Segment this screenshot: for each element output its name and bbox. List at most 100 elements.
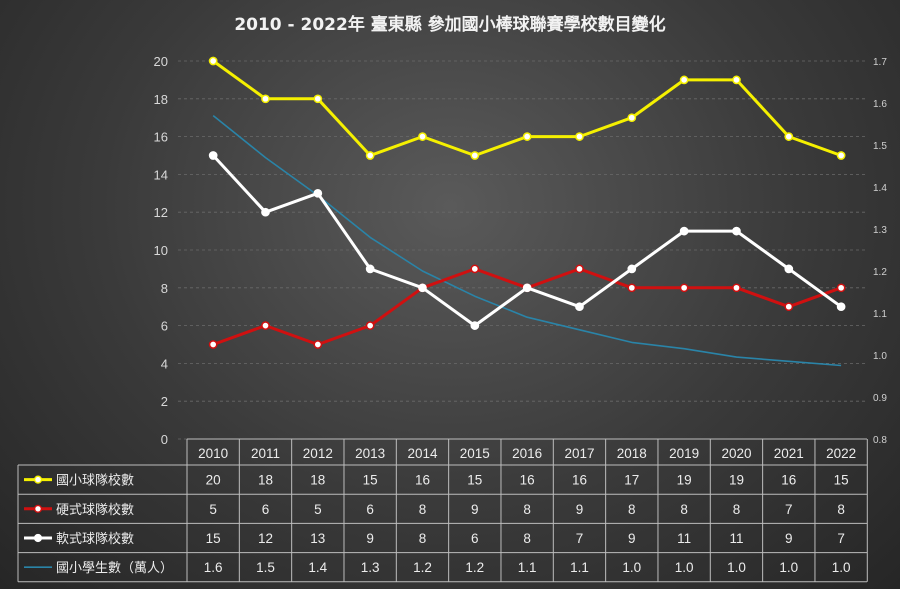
data-point	[313, 188, 323, 198]
data-value-label: 5	[209, 502, 217, 517]
data-point	[784, 302, 794, 312]
data-value-label: 8	[837, 502, 845, 517]
data-value-label: 1.0	[727, 560, 746, 575]
data-point	[679, 283, 689, 293]
data-value-label: 18	[258, 473, 273, 488]
y-tick-label: 20	[154, 54, 168, 69]
x-category-label: 2015	[460, 446, 490, 461]
data-value-label: 8	[733, 502, 741, 517]
data-point	[679, 75, 689, 85]
data-point	[784, 264, 794, 274]
y-tick-label: 14	[154, 167, 168, 182]
data-point	[470, 321, 480, 330]
data-value-label: 15	[206, 531, 221, 546]
y2-tick-label: 1.1	[873, 309, 887, 320]
data-point	[418, 283, 427, 293]
data-point	[627, 283, 637, 293]
y2-tick-label: 0.8	[873, 435, 887, 446]
legend-swatch-marker	[33, 475, 43, 484]
data-value-label: 1.0	[779, 560, 798, 575]
data-value-label: 9	[366, 531, 374, 546]
data-value-label: 9	[628, 531, 636, 546]
data-point	[575, 264, 584, 274]
data-table: 2010 2011 2012 2013 2014 2015 2016 2017 2018 2019…	[17, 438, 868, 583]
data-value-label: 8	[523, 531, 531, 546]
data-value-label: 1.0	[622, 560, 641, 575]
data-value-label: 16	[415, 473, 430, 488]
legend-label: 國小學生數（萬人）	[56, 561, 173, 576]
data-point	[575, 132, 584, 141]
data-value-label: 1.4	[308, 560, 327, 575]
data-point	[575, 302, 584, 312]
y2-tick-label: 1.4	[873, 183, 887, 194]
data-value-label: 6	[262, 502, 270, 517]
data-value-label: 7	[785, 502, 793, 517]
data-point	[261, 321, 270, 330]
y-tick-label: 8	[161, 281, 168, 296]
data-value-label: 15	[834, 473, 849, 488]
data-point	[522, 132, 532, 141]
data-value-label: 5	[314, 502, 322, 517]
x-category-label: 2020	[721, 446, 751, 461]
data-value-label: 16	[781, 473, 796, 488]
data-value-label: 15	[363, 473, 378, 488]
x-category-label: 2022	[826, 446, 856, 461]
chart-title: 2010 - 2022年 臺東縣 參加國小棒球聯賽學校數目變化	[234, 14, 665, 35]
data-value-label: 7	[576, 531, 584, 546]
data-value-label: 16	[520, 473, 535, 488]
data-value-label: 18	[310, 473, 325, 488]
legend-swatch-marker	[33, 533, 43, 543]
data-value-label: 20	[206, 473, 221, 488]
data-value-label: 1.0	[832, 560, 851, 575]
data-value-label: 11	[729, 531, 743, 546]
y-tick-label: 0	[161, 432, 168, 447]
x-category-label: 2017	[564, 446, 594, 461]
data-point	[836, 283, 846, 293]
data-point	[313, 94, 323, 104]
series-line	[212, 59, 842, 157]
data-value-label: 8	[419, 502, 427, 517]
data-value-label: 8	[628, 502, 636, 517]
data-point	[208, 151, 218, 160]
data-point	[208, 340, 218, 349]
data-point	[732, 283, 741, 293]
data-point	[679, 226, 689, 236]
x-category-label: 2013	[355, 446, 385, 461]
y-tick-label: 2	[161, 394, 168, 409]
y-tick-label: 10	[154, 243, 168, 258]
data-value-label: 1.3	[361, 560, 380, 575]
y-tick-label: 18	[154, 92, 168, 107]
legend-swatch-marker	[33, 504, 43, 513]
data-point	[261, 94, 270, 104]
data-point	[836, 302, 846, 312]
data-point	[470, 264, 480, 274]
data-value-label: 15	[467, 473, 482, 488]
data-value-label: 1.0	[675, 560, 694, 575]
x-category-label: 2016	[512, 446, 542, 461]
data-value-label: 16	[572, 473, 587, 488]
data-value-label: 6	[471, 531, 479, 546]
x-category-label: 2012	[303, 446, 333, 461]
legend-label: 國小球隊校數	[56, 473, 134, 489]
data-point	[732, 75, 741, 85]
data-point	[365, 264, 375, 274]
legend-label: 硬式球隊校數	[56, 502, 134, 518]
y2-tick-label: 1.7	[873, 57, 887, 68]
y-tick-label: 16	[154, 130, 168, 145]
y2-tick-label: 1.6	[873, 99, 887, 110]
data-value-label: 19	[729, 473, 744, 488]
data-point	[365, 151, 375, 160]
data-value-label: 8	[419, 531, 427, 546]
data-value-label: 13	[310, 531, 325, 546]
plot-area	[208, 56, 846, 367]
y-tick-label: 4	[161, 356, 168, 371]
data-point	[208, 56, 218, 66]
data-value-label: 1.2	[413, 560, 432, 575]
data-value-label: 9	[471, 502, 479, 517]
data-point	[418, 132, 427, 141]
y-tick-label: 12	[154, 205, 168, 220]
data-value-label: 1.1	[518, 560, 537, 575]
x-category-label: 2019	[669, 446, 699, 461]
y2-tick-label: 1.3	[873, 225, 887, 236]
